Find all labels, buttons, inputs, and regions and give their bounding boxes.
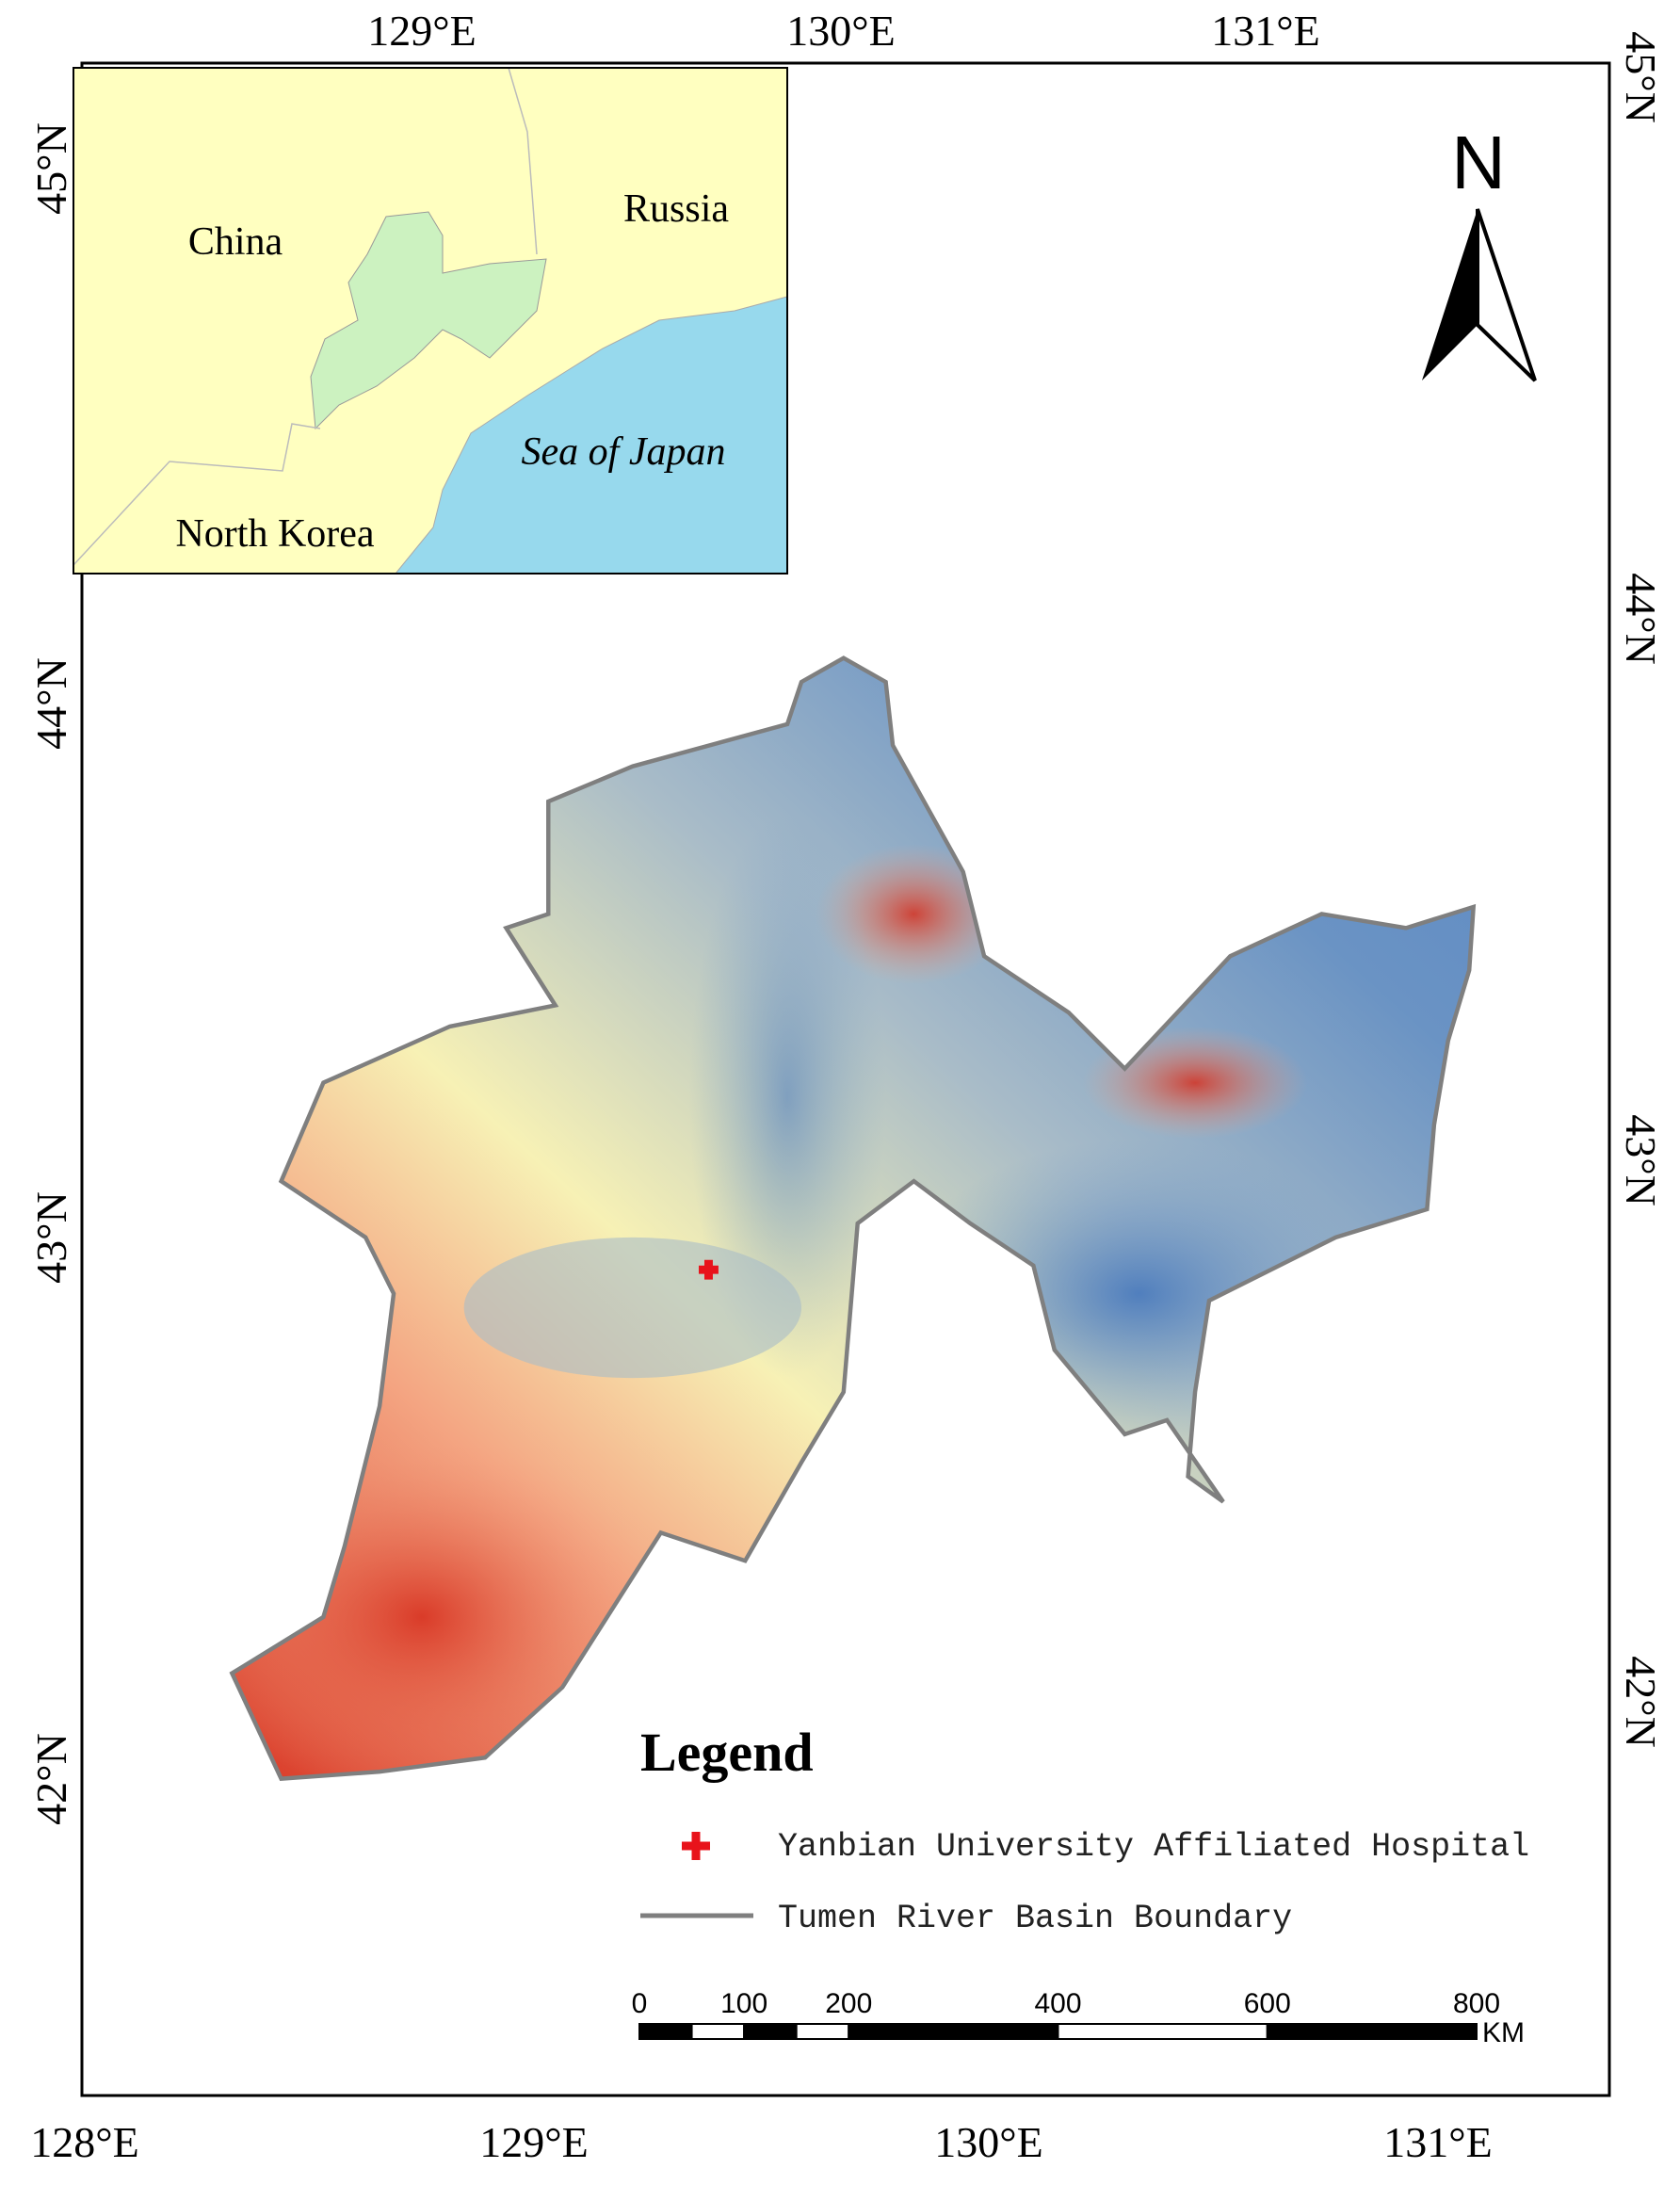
scale-label: 600: [1244, 1988, 1291, 2019]
legend-item: Yanbian University Affiliated Hospital: [778, 1828, 1529, 1866]
legend-item: Tumen River Basin Boundary: [778, 1900, 1292, 1937]
scale-label: 100: [720, 1988, 767, 2019]
hospital-marker: [699, 1259, 719, 1280]
scale-segment: [795, 2023, 850, 2040]
inset-label: North Korea: [175, 512, 374, 556]
scale-segment: [1057, 2023, 1268, 2040]
inset-border: [73, 67, 538, 566]
scale-label: 400: [1034, 1988, 1081, 2019]
legend: Legend Yanbian University Affiliated Hos…: [640, 1722, 1529, 1937]
elevation-low: [688, 815, 886, 1379]
lat-label: 44°N: [1617, 573, 1665, 665]
lat-label: 43°N: [1617, 1114, 1665, 1206]
scale-unit: KM: [1482, 2017, 1525, 2048]
scale-label: 200: [825, 1988, 872, 2019]
scale-segment: [743, 2023, 798, 2040]
inset-label: China: [188, 220, 283, 264]
lon-label: 130°E: [786, 7, 896, 55]
inset-region: [310, 211, 547, 430]
north-arrow: N: [1422, 121, 1537, 382]
lon-label: 129°E: [479, 2118, 589, 2166]
lat-label: 42°N: [1617, 1656, 1665, 1748]
arrow-left: [1422, 209, 1478, 380]
inset-frame: [73, 67, 788, 575]
lat-label: 42°N: [27, 1733, 75, 1825]
lon-label: 128°E: [30, 2118, 139, 2166]
arrow-right: [1476, 208, 1537, 382]
elevation-valley: [463, 1237, 802, 1379]
scale-segment: [1266, 2023, 1478, 2040]
inset-label: Russia: [623, 187, 729, 231]
scale-segment: [848, 2023, 1059, 2040]
lon-label: 131°E: [1383, 2118, 1493, 2166]
graticule-labels: 129°E 130°E 131°E 128°E 129°E 130°E 131°E 45°N 4…: [27, 7, 1665, 2166]
lat-label: 45°N: [27, 122, 75, 215]
scale-segment: [690, 2023, 746, 2040]
scale-segment: [638, 2023, 693, 2040]
lat-label: 44°N: [27, 657, 75, 750]
legend-hospital-symbol: [682, 1832, 710, 1860]
lon-label: 130°E: [934, 2118, 1043, 2166]
north-label: N: [1451, 121, 1506, 204]
lat-label: 45°N: [1617, 31, 1665, 123]
inset-map: China Russia Sea of Japan North Korea: [73, 67, 788, 575]
legend-title: Legend: [640, 1722, 814, 1783]
lat-label: 43°N: [27, 1191, 75, 1284]
lon-label: 131°E: [1211, 7, 1320, 55]
lon-label: 129°E: [367, 7, 477, 55]
scale-label: 0: [632, 1988, 648, 2019]
scale-label: 800: [1453, 1988, 1500, 2019]
inset-label: Sea of Japan: [522, 430, 726, 474]
